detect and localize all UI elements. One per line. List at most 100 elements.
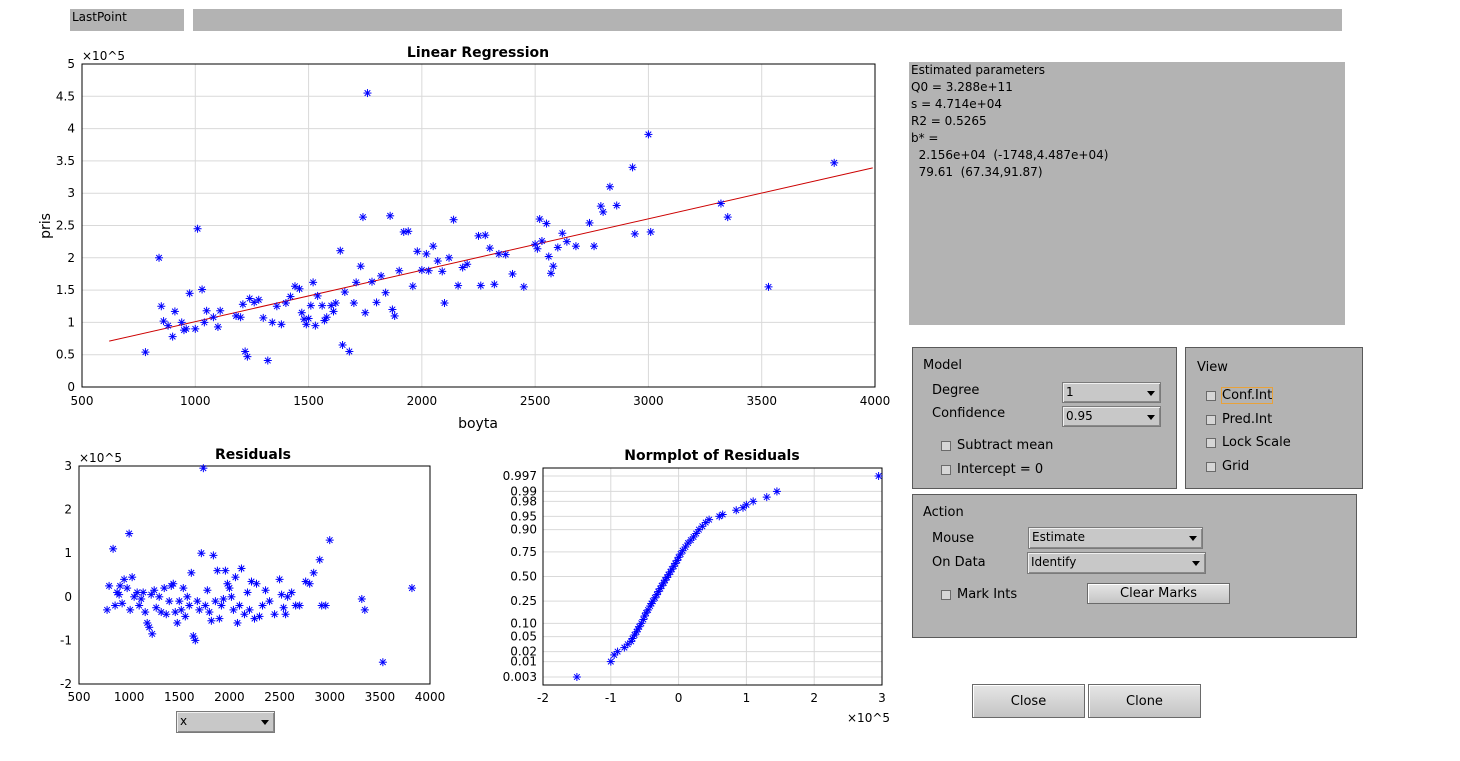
data-point xyxy=(200,318,209,327)
data-point xyxy=(340,288,349,297)
close-button[interactable]: Close xyxy=(972,684,1085,718)
residual-point xyxy=(169,579,178,588)
subtract-mean-checkbox[interactable]: Subtract mean xyxy=(941,438,1053,453)
grid-label: Grid xyxy=(1222,459,1250,474)
data-point xyxy=(358,213,367,222)
data-point xyxy=(295,284,304,293)
residual-point xyxy=(255,612,264,621)
checkbox-box[interactable] xyxy=(1206,461,1216,472)
data-point xyxy=(372,298,381,307)
residual-point xyxy=(221,566,230,575)
checkbox-box[interactable] xyxy=(1206,414,1216,425)
pred-int-checkbox[interactable]: Pred.Int xyxy=(1206,412,1272,427)
estimate-line: s = 4.714e+04 xyxy=(911,97,1002,111)
data-point xyxy=(553,243,562,252)
x-tick-label: 1 xyxy=(743,691,751,705)
view-panel-title: View xyxy=(1197,360,1228,375)
residual-x-select-value: x xyxy=(180,714,188,728)
data-point xyxy=(345,347,354,356)
clone-button[interactable]: Clone xyxy=(1088,684,1201,718)
residuals-points xyxy=(103,464,416,667)
normplot-point xyxy=(635,622,644,631)
residual-point xyxy=(105,581,114,590)
data-point xyxy=(388,305,397,314)
normplot-point xyxy=(718,510,727,519)
y-tick-label: 0 xyxy=(67,380,75,394)
on-data-select[interactable]: Identify xyxy=(1027,552,1206,574)
data-point xyxy=(585,218,594,227)
data-point xyxy=(236,313,245,322)
mark-ints-checkbox[interactable]: Mark Ints xyxy=(941,587,1017,602)
residual-x-select[interactable]: x xyxy=(176,711,275,733)
checkbox-box[interactable] xyxy=(941,589,951,600)
estimate-line: 79.61 (67.34,91.87) xyxy=(911,165,1043,179)
residual-point xyxy=(211,597,220,606)
checkbox-box[interactable] xyxy=(1206,437,1216,448)
data-point xyxy=(352,278,361,287)
data-point xyxy=(596,202,605,211)
x-tick-label: 0 xyxy=(675,691,683,705)
regression-title: Linear Regression xyxy=(407,45,549,61)
x-tick-label: 2000 xyxy=(407,394,438,408)
clear-marks-button[interactable]: Clear Marks xyxy=(1087,583,1230,604)
checkbox-box[interactable] xyxy=(941,464,951,475)
y-tick-label: -2 xyxy=(60,677,72,691)
y-tick-label: 0.75 xyxy=(510,545,537,559)
y-tick-label: 0.01 xyxy=(510,655,537,669)
residual-point xyxy=(209,551,218,560)
residual-point xyxy=(207,616,216,625)
regression-plot[interactable]: 500 1000 1500 2000 2500 3000 3500 4000 0 0.5 1 1.5 2… xyxy=(0,36,900,436)
y-tick-label: 2.5 xyxy=(56,219,75,233)
checkbox-box[interactable] xyxy=(941,440,951,451)
y-tick-label: 0 xyxy=(64,590,72,604)
data-point xyxy=(259,313,268,322)
residual-point xyxy=(305,579,314,588)
intercept-zero-checkbox[interactable]: Intercept = 0 xyxy=(941,462,1043,477)
y-tick-label: 3 xyxy=(67,186,75,200)
data-point xyxy=(646,227,655,236)
y-tick-label: 0.99 xyxy=(510,484,537,498)
estimate-line: R2 = 0.5265 xyxy=(911,114,987,128)
residual-point xyxy=(137,594,146,603)
x-tick-label: -2 xyxy=(537,691,549,705)
data-point xyxy=(238,300,247,309)
data-point xyxy=(481,231,490,240)
normplot-points xyxy=(572,472,883,681)
data-point xyxy=(306,301,315,310)
residual-point xyxy=(321,601,330,610)
residual-point xyxy=(162,610,171,619)
mouse-select[interactable]: Estimate xyxy=(1028,527,1203,549)
normplot-point xyxy=(606,657,615,666)
x-tick-label: 3500 xyxy=(746,394,777,408)
data-point xyxy=(349,299,358,308)
lock-scale-checkbox[interactable]: Lock Scale xyxy=(1206,435,1291,450)
y-tick-label: 0.02 xyxy=(510,645,537,659)
degree-select[interactable]: 1 xyxy=(1062,382,1161,403)
data-point xyxy=(558,229,567,238)
estimate-line: Q0 = 3.288e+11 xyxy=(911,80,1013,94)
residuals-plot[interactable]: 500 1000 1500 2000 2500 3000 3500 4000-2-10123 … xyxy=(30,444,470,714)
residual-point xyxy=(150,586,159,595)
confidence-select[interactable]: 0.95 xyxy=(1062,406,1161,427)
residual-point xyxy=(231,573,240,582)
residual-point xyxy=(155,592,164,601)
y-tick-label: 0.25 xyxy=(510,594,537,608)
grid-checkbox[interactable]: Grid xyxy=(1206,459,1249,474)
residual-point xyxy=(123,584,132,593)
residual-point xyxy=(237,564,246,573)
data-point xyxy=(191,324,200,333)
chevron-down-icon xyxy=(261,720,269,725)
data-point xyxy=(216,306,225,315)
data-point xyxy=(263,356,272,365)
residual-point xyxy=(407,584,416,593)
y-tick-label: 4.5 xyxy=(56,89,75,103)
checkbox-box[interactable] xyxy=(1206,390,1216,401)
conf-int-checkbox[interactable]: Conf.Int xyxy=(1206,387,1274,404)
x-tick-label: 500 xyxy=(68,690,91,704)
y-tick-label: 0.10 xyxy=(510,616,537,630)
residual-point xyxy=(219,594,228,603)
residual-point xyxy=(265,597,274,606)
action-panel: Action Mouse Estimate On Data Identify M… xyxy=(912,494,1357,638)
data-point xyxy=(168,332,177,341)
